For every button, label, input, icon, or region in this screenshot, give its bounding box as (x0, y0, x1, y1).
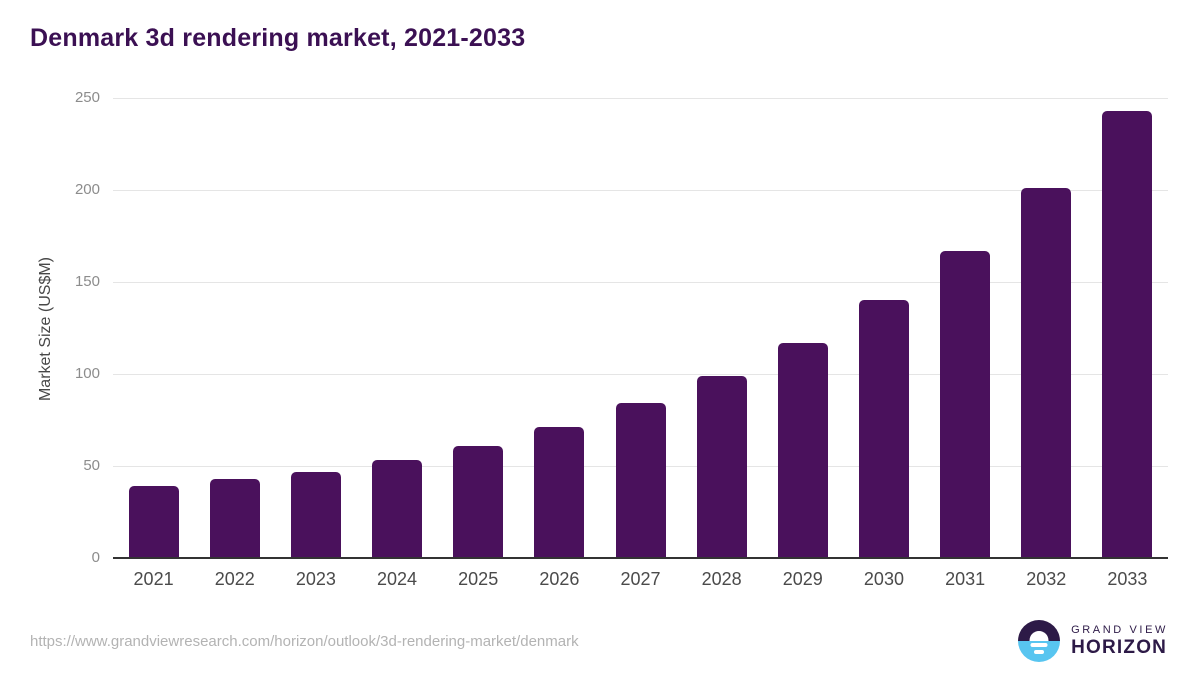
x-tick-label-2029: 2029 (782, 569, 823, 589)
horizon-sun-icon (1018, 620, 1061, 662)
bar-2021[interactable] (128, 486, 179, 558)
plot-area (113, 98, 1168, 559)
bar-2028[interactable] (696, 375, 747, 558)
y-tick-label: 0 (91, 549, 100, 566)
bar-2026[interactable] (534, 427, 585, 558)
source-url: https://www.grandviewresearch.com/horizo… (30, 632, 579, 650)
grand-view-horizon-logo: GRAND VIEW HORIZON (1018, 620, 1168, 662)
bar-2031[interactable] (940, 250, 991, 558)
x-tick-label-2027: 2027 (620, 569, 661, 589)
bar-2022[interactable] (209, 478, 260, 558)
logo-sun (1029, 631, 1049, 641)
y-tick-label: 200 (74, 181, 100, 198)
x-tick-label-2023: 2023 (295, 569, 336, 589)
gridline (113, 98, 1168, 99)
logo-reflection-line-2 (1034, 649, 1045, 654)
gridline (113, 282, 1168, 283)
bar-2024[interactable] (372, 460, 423, 558)
bar-2030[interactable] (858, 300, 909, 558)
bar-2027[interactable] (615, 403, 666, 558)
logo-product-text: HORIZON (1071, 636, 1168, 658)
logo-sky-half (1018, 620, 1061, 641)
x-tick-label-2033: 2033 (1107, 569, 1148, 589)
bar-2023[interactable] (290, 471, 341, 558)
bar-2029[interactable] (777, 342, 828, 558)
bar-2032[interactable] (1021, 188, 1072, 558)
x-axis-line (113, 557, 1168, 559)
logo-reflection-line-1 (1030, 643, 1048, 648)
y-tick-label: 150 (74, 273, 100, 290)
x-tick-label-2021: 2021 (133, 569, 174, 589)
bar-2033[interactable] (1102, 110, 1153, 558)
logo-brand-text: GRAND VIEW (1071, 623, 1168, 636)
x-tick-label-2031: 2031 (945, 569, 986, 589)
chart-title: Denmark 3d rendering market, 2021-2033 (30, 24, 526, 52)
y-tick-label: 250 (74, 89, 100, 106)
footer: https://www.grandviewresearch.com/horizo… (30, 617, 1168, 665)
bar-2025[interactable] (453, 445, 504, 558)
logo-text: GRAND VIEW HORIZON (1071, 624, 1168, 659)
x-tick-label-2022: 2022 (214, 569, 255, 589)
gridline (113, 190, 1168, 191)
x-tick-label-2030: 2030 (863, 569, 904, 589)
y-tick-labels: 0 50 100 150 200 250 (0, 89, 100, 566)
gridline (113, 374, 1168, 375)
x-tick-labels: 2021 2022 2023 2024 2025 2026 2027 2028 2029 2030… (113, 567, 1168, 593)
x-tick-label-2024: 2024 (377, 569, 418, 589)
x-tick-label-2026: 2026 (539, 569, 580, 589)
y-tick-label: 50 (83, 457, 100, 474)
x-tick-label-2025: 2025 (458, 569, 499, 589)
x-tick-label-2028: 2028 (701, 569, 742, 589)
x-tick-label-2032: 2032 (1026, 569, 1067, 589)
y-tick-label: 100 (74, 365, 100, 382)
